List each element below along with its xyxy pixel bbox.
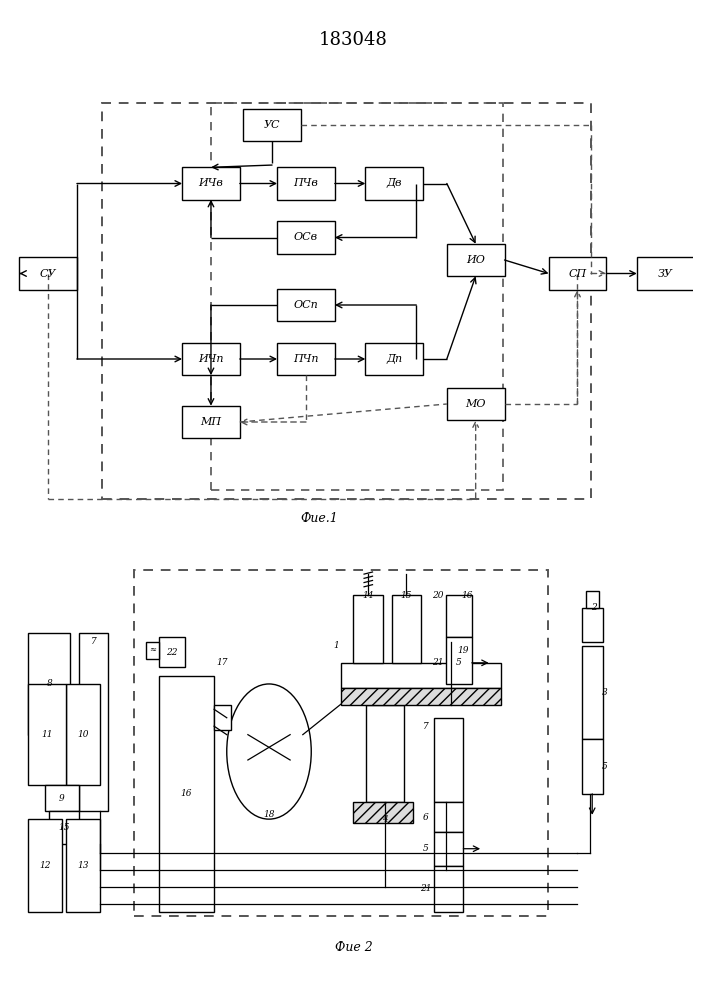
Text: СУ: СУ: [40, 269, 57, 279]
Bar: [182, 406, 240, 438]
Bar: [134, 570, 548, 916]
Bar: [434, 802, 463, 832]
Text: Дп: Дп: [386, 354, 402, 364]
Text: ≈: ≈: [149, 646, 156, 654]
Text: УС: УС: [264, 120, 280, 130]
Text: 7: 7: [90, 637, 97, 646]
Text: ПЧв: ПЧв: [293, 178, 318, 188]
Bar: [159, 676, 214, 912]
Text: 15: 15: [59, 823, 70, 832]
Bar: [366, 705, 404, 802]
Text: 4: 4: [382, 815, 388, 824]
Text: 11: 11: [42, 730, 53, 739]
Bar: [45, 785, 79, 811]
Bar: [211, 103, 503, 489]
Bar: [354, 595, 383, 663]
Bar: [582, 739, 603, 794]
Bar: [447, 388, 505, 420]
Text: 183048: 183048: [319, 31, 388, 49]
Text: Фие.1: Фие.1: [300, 512, 339, 526]
Text: ИЧв: ИЧв: [199, 178, 223, 188]
Text: 5: 5: [456, 658, 462, 667]
Text: Дв: Дв: [387, 178, 402, 188]
Text: Фие 2: Фие 2: [334, 941, 373, 954]
Bar: [182, 343, 240, 375]
Bar: [549, 257, 607, 290]
Text: 2: 2: [592, 603, 597, 612]
Bar: [582, 646, 603, 739]
Text: 18: 18: [263, 810, 275, 819]
Bar: [277, 221, 335, 254]
Bar: [49, 811, 79, 844]
Bar: [79, 633, 108, 811]
Bar: [434, 718, 463, 802]
Text: ИО: ИО: [466, 255, 485, 265]
Bar: [392, 595, 421, 663]
Text: МО: МО: [465, 399, 486, 409]
Text: 16: 16: [181, 789, 192, 798]
Bar: [354, 802, 413, 823]
Text: 17: 17: [217, 658, 228, 667]
Text: ИЧп: ИЧп: [198, 354, 223, 364]
Text: ОСп: ОСп: [293, 300, 318, 310]
Bar: [146, 642, 159, 659]
Text: ПЧп: ПЧп: [293, 354, 319, 364]
Bar: [28, 633, 71, 735]
Bar: [103, 103, 591, 498]
Bar: [637, 257, 694, 290]
Bar: [446, 637, 472, 684]
Bar: [243, 109, 301, 141]
Ellipse shape: [227, 684, 311, 819]
Bar: [277, 167, 335, 200]
Text: 5: 5: [423, 844, 428, 853]
Bar: [434, 866, 463, 912]
Text: 12: 12: [40, 861, 51, 870]
Text: 15: 15: [401, 591, 412, 600]
Text: МП: МП: [200, 417, 221, 427]
Bar: [446, 595, 472, 637]
Text: 7: 7: [423, 722, 428, 731]
Text: 5: 5: [602, 762, 608, 771]
Text: 3: 3: [602, 688, 608, 697]
Bar: [66, 819, 100, 912]
Bar: [366, 167, 423, 200]
Text: 21: 21: [419, 884, 431, 893]
Text: 16: 16: [462, 591, 473, 600]
Bar: [277, 289, 335, 321]
Text: ОСв: ОСв: [294, 232, 318, 242]
Bar: [28, 684, 66, 785]
Text: 22: 22: [166, 648, 177, 657]
Text: 8: 8: [47, 679, 52, 688]
Bar: [19, 257, 77, 290]
Text: 20: 20: [432, 591, 444, 600]
Bar: [366, 343, 423, 375]
Text: 6: 6: [423, 813, 428, 822]
Text: 19: 19: [457, 646, 469, 655]
Bar: [214, 705, 231, 730]
Bar: [447, 244, 505, 276]
Bar: [277, 343, 335, 375]
Bar: [341, 663, 501, 688]
Bar: [341, 688, 501, 705]
Text: 21: 21: [432, 658, 444, 667]
Text: 14: 14: [363, 591, 374, 600]
Text: 13: 13: [77, 861, 89, 870]
Bar: [182, 167, 240, 200]
Text: 10: 10: [77, 730, 89, 739]
Bar: [582, 608, 603, 642]
Text: ЗУ: ЗУ: [658, 269, 673, 279]
Text: СП: СП: [568, 269, 587, 279]
Bar: [586, 591, 599, 608]
Text: 9: 9: [59, 794, 65, 803]
Bar: [434, 832, 463, 866]
Bar: [66, 684, 100, 785]
Text: 1: 1: [334, 641, 339, 650]
Bar: [28, 819, 62, 912]
Bar: [159, 637, 185, 667]
